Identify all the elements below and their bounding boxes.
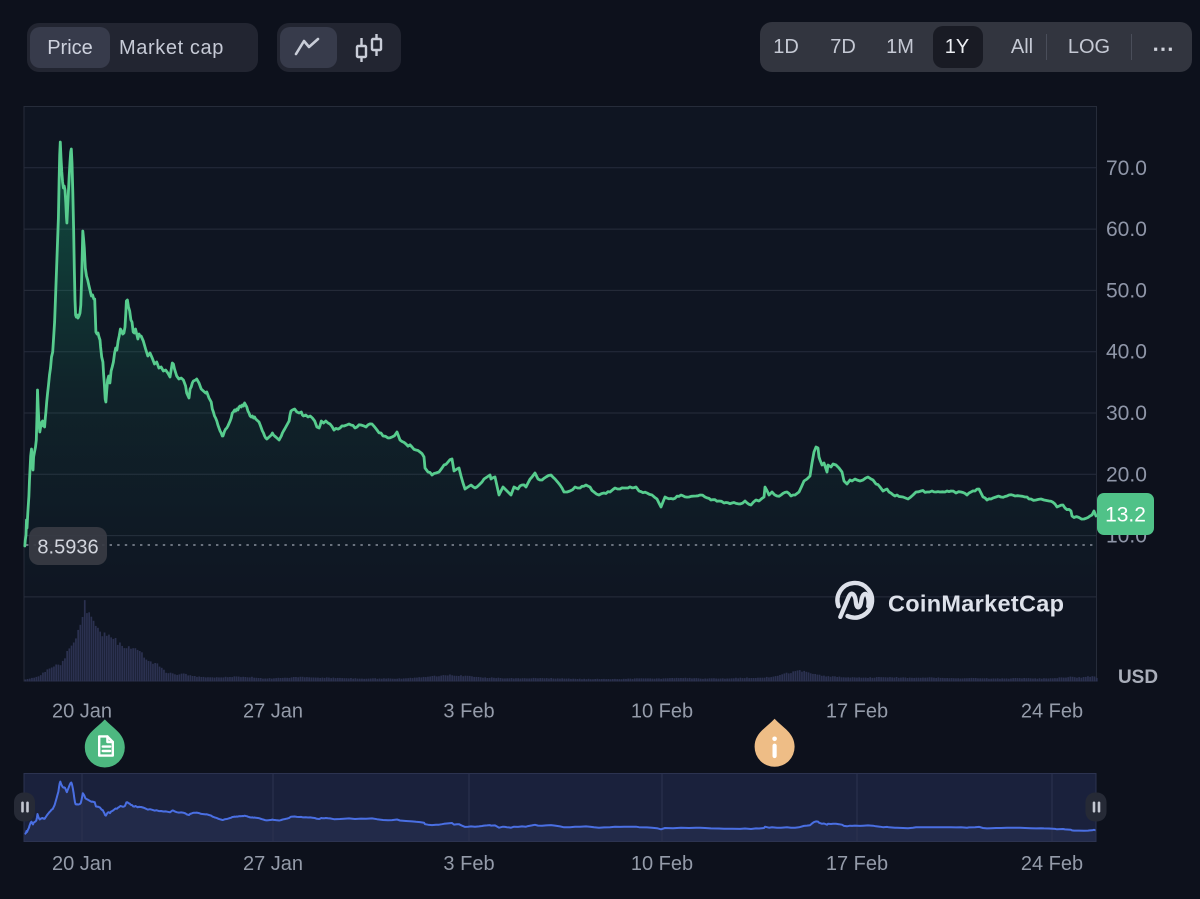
svg-text:20 Jan: 20 Jan [52,853,112,875]
svg-text:CoinMarketCap: CoinMarketCap [888,591,1064,617]
svg-text:10 Feb: 10 Feb [631,701,693,723]
svg-text:17 Feb: 17 Feb [826,853,888,875]
svg-text:40.0: 40.0 [1106,341,1147,364]
svg-text:10 Feb: 10 Feb [631,853,693,875]
svg-text:50.0: 50.0 [1106,279,1147,302]
svg-text:20 Jan: 20 Jan [52,701,112,723]
svg-text:13.2: 13.2 [1105,504,1146,527]
svg-text:17 Feb: 17 Feb [826,701,888,723]
svg-text:8.5936: 8.5936 [37,537,98,559]
svg-text:27 Jan: 27 Jan [243,853,303,875]
svg-text:24 Feb: 24 Feb [1021,701,1083,723]
svg-text:3 Feb: 3 Feb [443,701,494,723]
svg-text:70.0: 70.0 [1106,157,1147,180]
svg-text:24 Feb: 24 Feb [1021,853,1083,875]
svg-text:60.0: 60.0 [1106,218,1147,241]
svg-text:USD: USD [1118,667,1158,688]
svg-text:27 Jan: 27 Jan [243,701,303,723]
svg-text:3 Feb: 3 Feb [443,853,494,875]
svg-text:20.0: 20.0 [1106,463,1147,486]
svg-text:30.0: 30.0 [1106,402,1147,425]
